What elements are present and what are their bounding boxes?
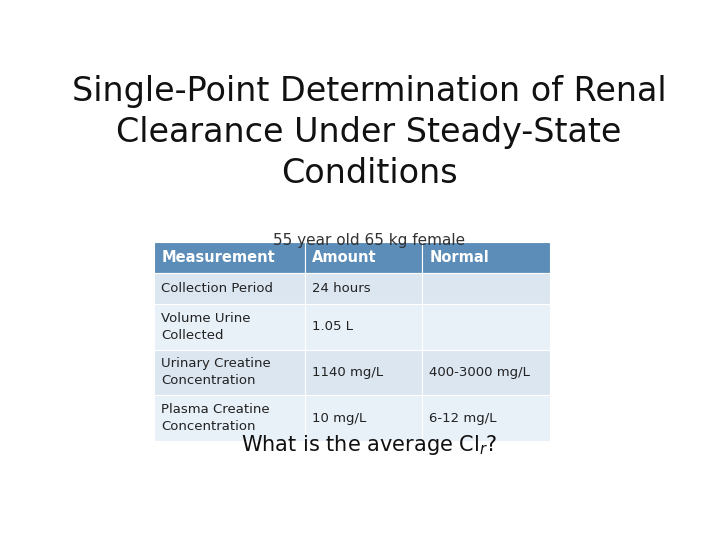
Text: Urinary Creatine
Concentration: Urinary Creatine Concentration [161, 357, 271, 388]
Text: 24 hours: 24 hours [312, 282, 371, 295]
Text: Single-Point Determination of Renal
Clearance Under Steady-State
Conditions: Single-Point Determination of Renal Clea… [72, 75, 666, 190]
Text: 1140 mg/L: 1140 mg/L [312, 366, 383, 379]
Bar [422, 304, 550, 349]
Bar [422, 349, 550, 395]
Text: Plasma Creatine
Concentration: Plasma Creatine Concentration [161, 403, 270, 433]
Text: What is the average Cl$_r$?: What is the average Cl$_r$? [240, 433, 498, 457]
Bar [305, 273, 422, 304]
Bar [154, 349, 305, 395]
Text: Volume Urine
Collected: Volume Urine Collected [161, 312, 251, 342]
Bar [305, 241, 422, 273]
Text: 400-3000 mg/L: 400-3000 mg/L [429, 366, 530, 379]
Bar [422, 273, 550, 304]
Bar [154, 241, 305, 273]
Text: 1.05 L: 1.05 L [312, 320, 353, 333]
Bar [305, 304, 422, 349]
Text: 6-12 mg/L: 6-12 mg/L [429, 411, 497, 425]
Text: 55 year old 65 kg female: 55 year old 65 kg female [273, 233, 465, 248]
Text: Amount: Amount [312, 249, 377, 265]
Text: Measurement: Measurement [161, 249, 275, 265]
Text: 10 mg/L: 10 mg/L [312, 411, 366, 425]
Bar [154, 273, 305, 304]
Bar [154, 395, 305, 441]
Bar [422, 241, 550, 273]
Bar [305, 349, 422, 395]
Bar [305, 395, 422, 441]
Bar [154, 304, 305, 349]
Text: Normal: Normal [429, 249, 489, 265]
Text: Collection Period: Collection Period [161, 282, 274, 295]
Bar [422, 395, 550, 441]
